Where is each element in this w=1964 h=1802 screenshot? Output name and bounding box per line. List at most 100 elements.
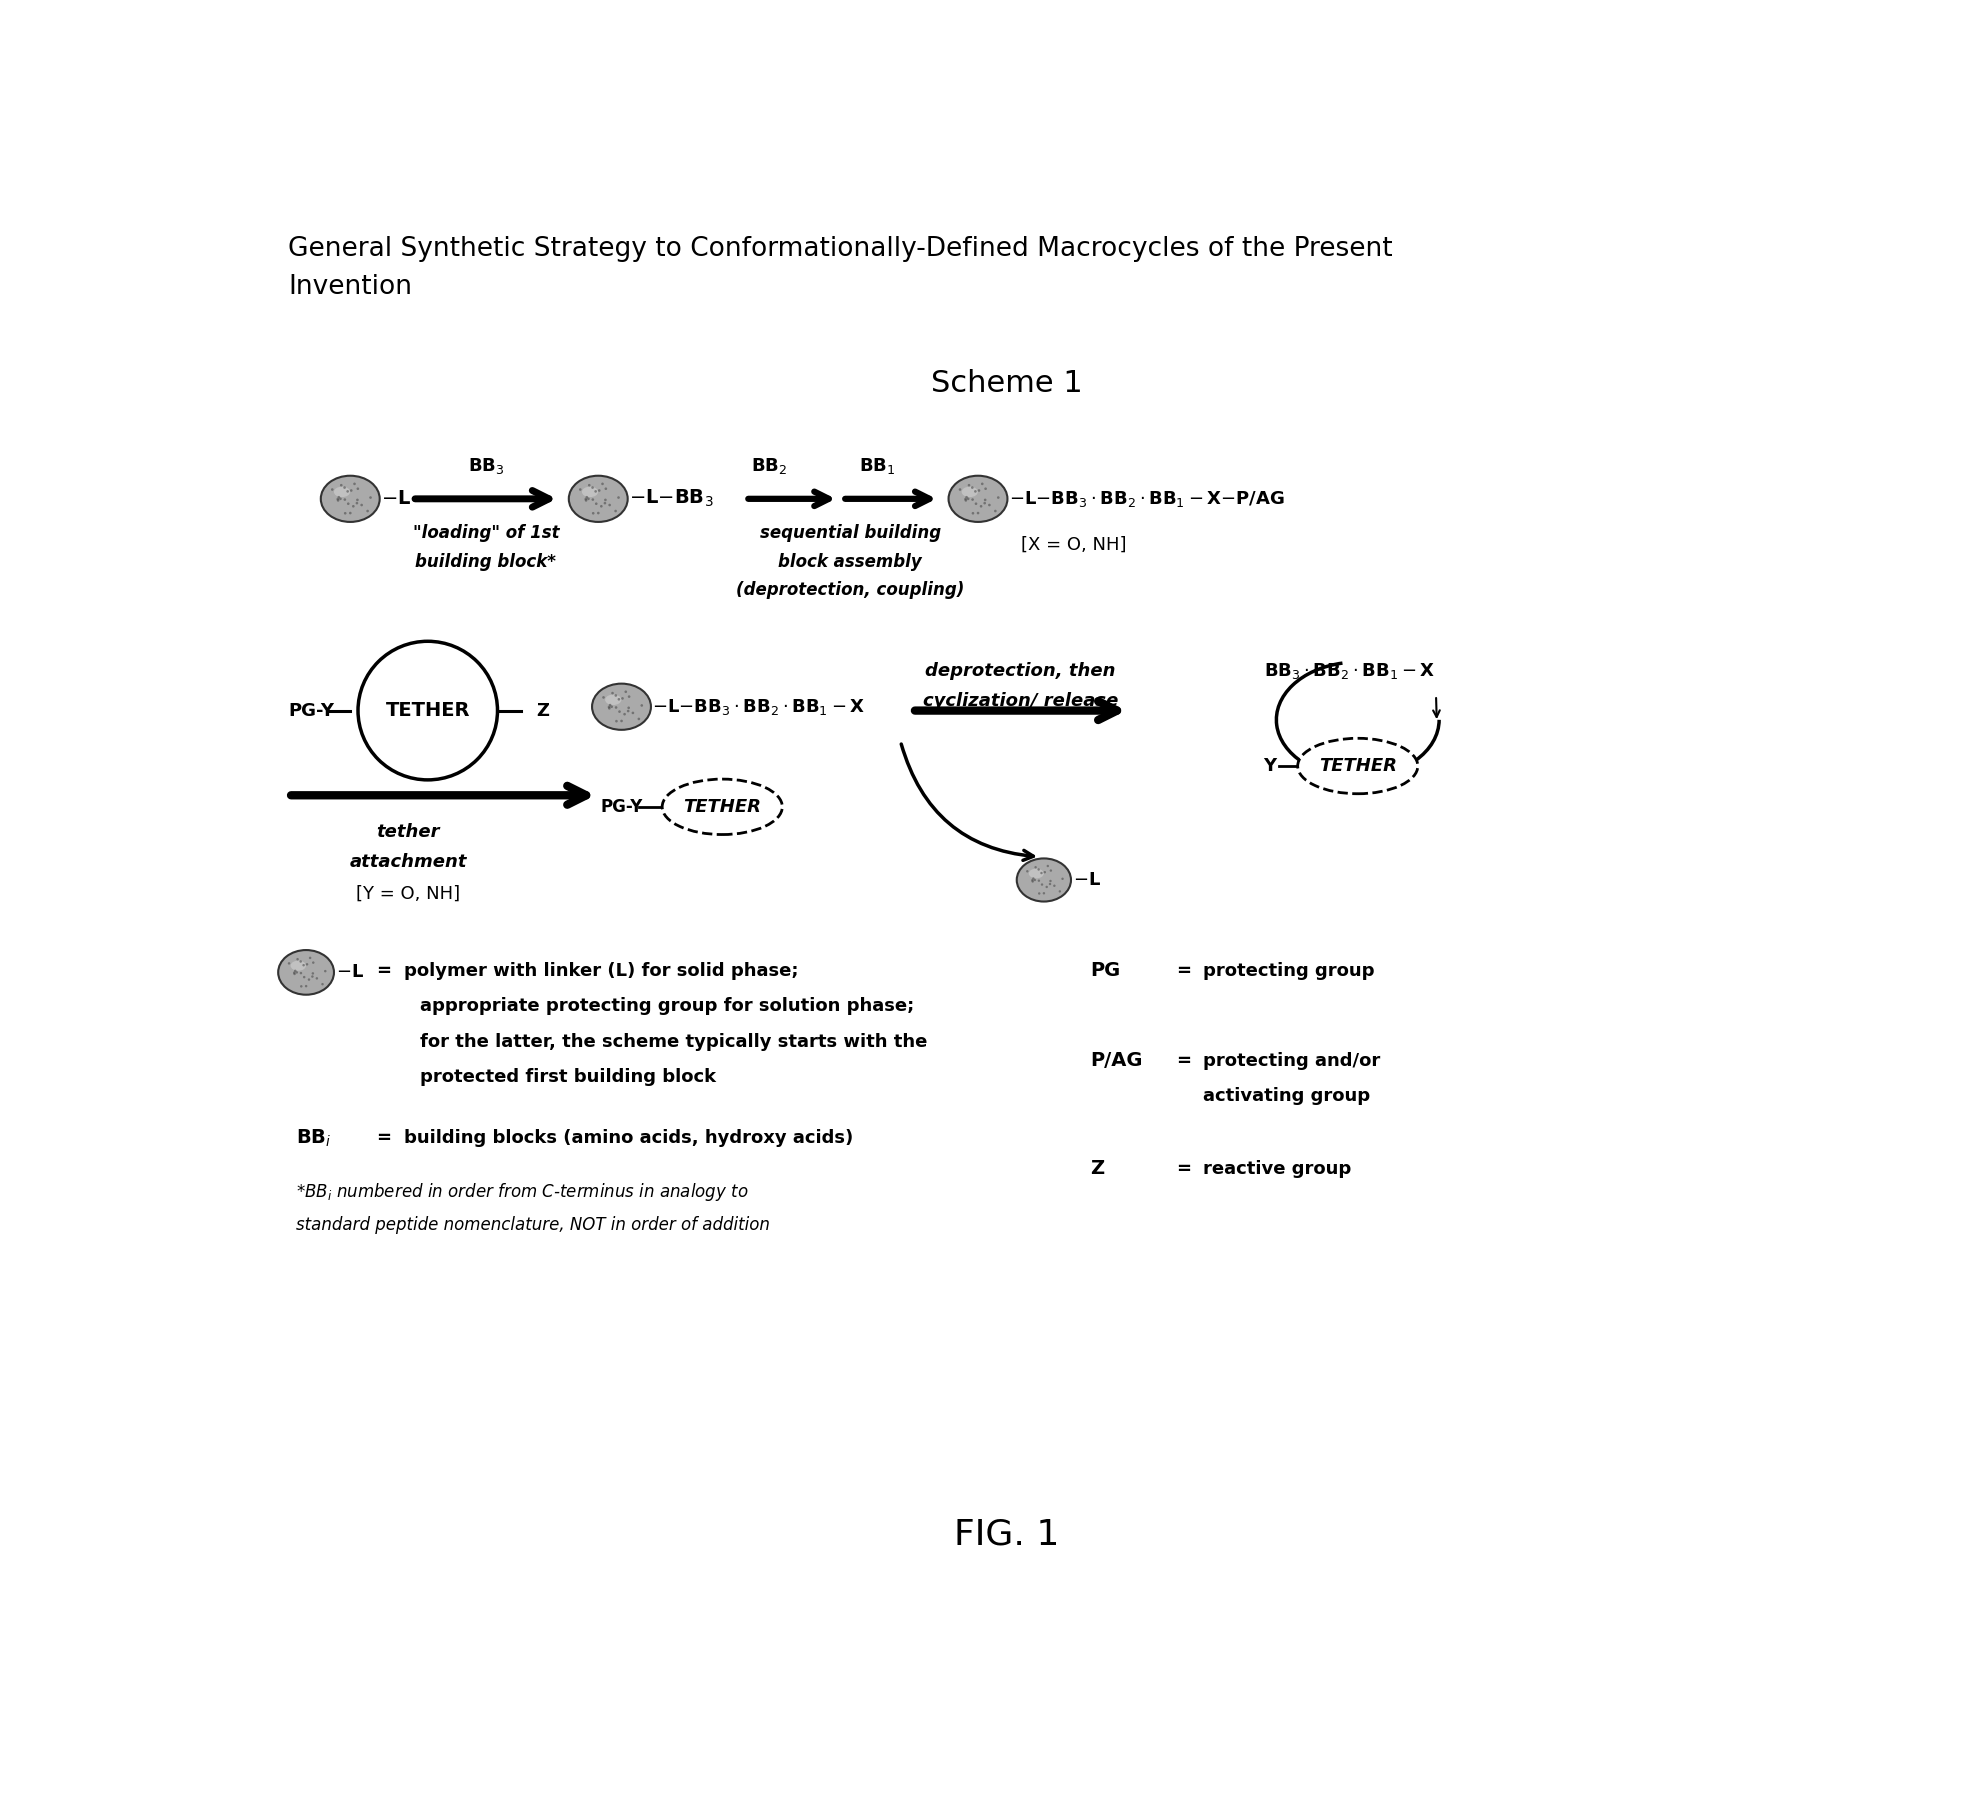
Circle shape <box>591 512 595 515</box>
Circle shape <box>1045 887 1047 888</box>
Text: block assembly: block assembly <box>778 553 921 571</box>
Text: BB$_2$: BB$_2$ <box>750 456 786 476</box>
Circle shape <box>605 487 607 490</box>
Text: building blocks (amino acids, hydroxy acids): building blocks (amino acids, hydroxy ac… <box>405 1128 852 1146</box>
Circle shape <box>350 512 352 514</box>
Circle shape <box>340 497 342 501</box>
Circle shape <box>585 499 587 501</box>
Circle shape <box>1059 890 1061 892</box>
Text: BB$_3$: BB$_3$ <box>467 456 505 476</box>
Text: Y: Y <box>1263 757 1277 775</box>
Circle shape <box>601 483 603 485</box>
Circle shape <box>369 496 371 499</box>
Circle shape <box>601 696 605 699</box>
Circle shape <box>984 499 986 501</box>
Circle shape <box>974 503 976 505</box>
Circle shape <box>299 960 302 962</box>
Circle shape <box>293 973 297 975</box>
Ellipse shape <box>1015 858 1070 901</box>
Circle shape <box>607 706 611 708</box>
Text: polymer with linker (L) for solid phase;: polymer with linker (L) for solid phase; <box>405 962 799 980</box>
Circle shape <box>591 499 593 501</box>
Text: reactive group: reactive group <box>1202 1160 1351 1179</box>
Circle shape <box>579 488 581 490</box>
Text: PG: PG <box>1090 960 1119 980</box>
Text: TETHER: TETHER <box>683 798 760 816</box>
Circle shape <box>1031 879 1033 881</box>
Circle shape <box>636 717 640 721</box>
Circle shape <box>316 977 318 980</box>
Circle shape <box>1061 878 1063 879</box>
Text: protected first building block: protected first building block <box>420 1069 715 1087</box>
Circle shape <box>344 512 346 515</box>
Ellipse shape <box>581 487 597 497</box>
Circle shape <box>615 706 617 708</box>
Circle shape <box>336 499 340 501</box>
Circle shape <box>621 697 623 699</box>
Circle shape <box>970 487 972 488</box>
Text: protecting group: protecting group <box>1202 962 1373 980</box>
Circle shape <box>306 962 308 966</box>
Circle shape <box>611 705 613 708</box>
Text: $-$L: $-$L <box>381 490 410 508</box>
Circle shape <box>619 710 621 714</box>
Text: =: = <box>1174 962 1190 980</box>
Text: PG-Y: PG-Y <box>601 798 642 816</box>
Circle shape <box>623 714 627 715</box>
Circle shape <box>615 694 617 697</box>
Ellipse shape <box>568 476 627 523</box>
Text: TETHER: TETHER <box>1318 757 1396 775</box>
Circle shape <box>964 497 966 501</box>
Text: attachment: attachment <box>350 854 467 872</box>
Circle shape <box>625 690 627 694</box>
Text: protecting and/or: protecting and/or <box>1202 1052 1379 1070</box>
Text: $-$L$-$BB$_3\cdot$BB$_2\cdot$BB$_1-$X$-$P/AG: $-$L$-$BB$_3\cdot$BB$_2\cdot$BB$_1-$X$-$… <box>1008 488 1284 508</box>
Circle shape <box>300 971 302 975</box>
Circle shape <box>295 971 299 973</box>
Text: FIG. 1: FIG. 1 <box>953 1517 1059 1552</box>
Text: [Y = O, NH]: [Y = O, NH] <box>355 885 460 903</box>
Circle shape <box>984 487 986 490</box>
Circle shape <box>1033 867 1037 869</box>
Circle shape <box>609 505 611 506</box>
Ellipse shape <box>605 694 621 705</box>
Circle shape <box>980 505 982 508</box>
Circle shape <box>338 496 340 499</box>
Circle shape <box>996 496 1000 499</box>
Ellipse shape <box>334 487 350 497</box>
Text: building block*: building block* <box>414 553 556 571</box>
Circle shape <box>1053 885 1055 887</box>
Text: $-$L: $-$L <box>336 964 363 982</box>
Text: appropriate protecting group for solution phase;: appropriate protecting group for solutio… <box>420 997 913 1015</box>
Circle shape <box>615 719 617 723</box>
Text: $\mathbf{BB}_i$: $\mathbf{BB}_i$ <box>297 1128 332 1148</box>
Circle shape <box>1049 883 1051 885</box>
Text: sequential building: sequential building <box>760 524 941 542</box>
Circle shape <box>310 975 314 978</box>
Circle shape <box>287 962 291 964</box>
Ellipse shape <box>320 476 379 523</box>
Circle shape <box>1031 878 1033 879</box>
Circle shape <box>988 505 990 506</box>
Circle shape <box>1043 892 1045 894</box>
Circle shape <box>1049 869 1051 872</box>
Circle shape <box>320 982 324 986</box>
Text: [X = O, NH]: [X = O, NH] <box>1019 535 1125 553</box>
Circle shape <box>344 487 346 488</box>
Circle shape <box>297 959 299 960</box>
Circle shape <box>308 978 310 980</box>
Circle shape <box>355 487 359 490</box>
Circle shape <box>585 496 587 499</box>
Circle shape <box>617 496 619 499</box>
Circle shape <box>1043 870 1045 874</box>
Text: tether: tether <box>377 824 440 842</box>
Circle shape <box>617 697 621 701</box>
Circle shape <box>978 488 980 492</box>
Circle shape <box>621 719 623 723</box>
Text: Invention: Invention <box>289 274 412 301</box>
Circle shape <box>350 488 352 492</box>
Circle shape <box>966 485 970 487</box>
Ellipse shape <box>1296 739 1418 793</box>
Circle shape <box>1033 879 1035 881</box>
Circle shape <box>964 496 968 499</box>
